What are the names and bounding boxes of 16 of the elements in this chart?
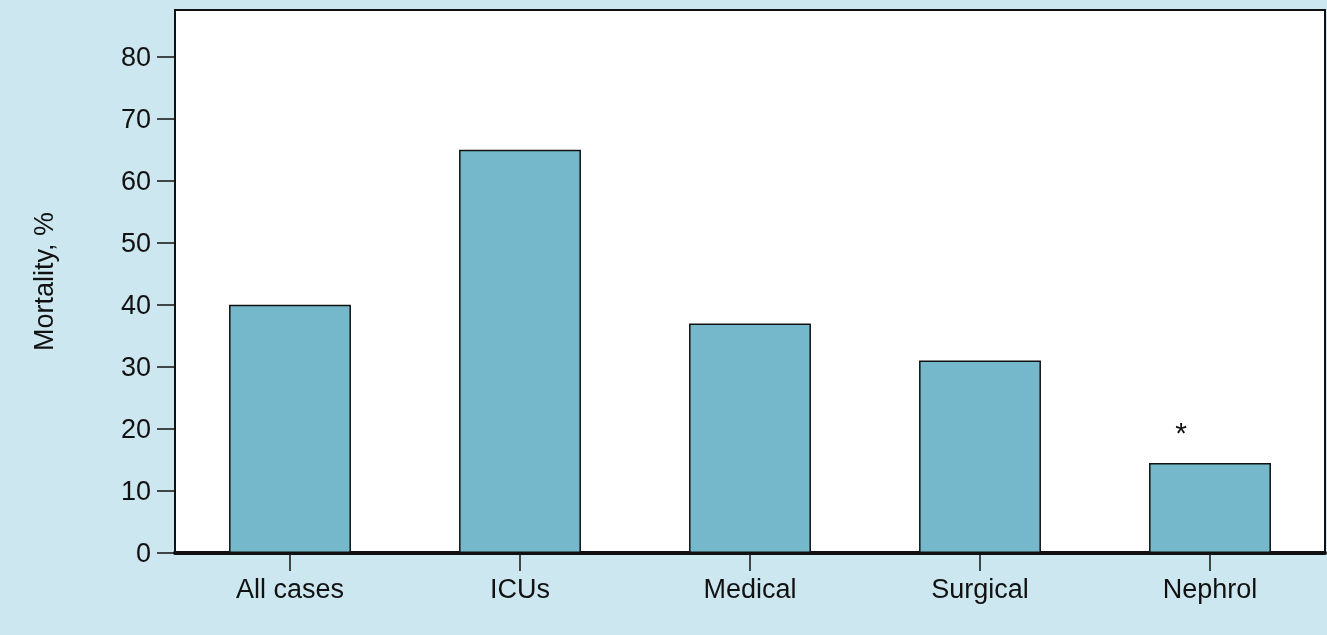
x-tick-label: Surgical [931,573,1029,604]
y-tick-label: 60 [120,165,151,196]
y-axis-title: Mortality, % [28,211,59,352]
x-tick-label: All cases [235,573,345,604]
x-tick-label: Medical [703,573,797,604]
y-tick-label: 40 [120,289,151,320]
x-tick-label: ICUs [490,573,550,604]
y-tick-label: 50 [120,227,151,258]
x-tick-label: Nephrol [1162,573,1258,604]
annotation: * [1175,415,1188,449]
y-tick-label: 0 [135,538,151,568]
y-tick-label: 80 [120,41,151,72]
y-tick-label: 30 [120,351,151,382]
y-tick-label: 10 [120,475,151,506]
y-tick-label: 70 [120,103,151,134]
y-tick-label: 20 [120,413,151,444]
